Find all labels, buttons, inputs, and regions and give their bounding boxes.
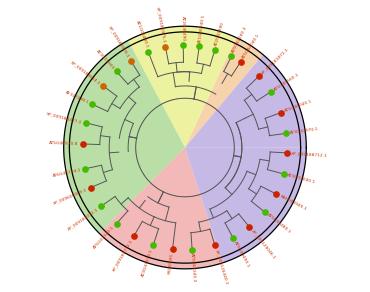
Text: XP_009181871.1: XP_009181871.1	[260, 47, 289, 75]
Text: AT5G45560.1: AT5G45560.1	[273, 72, 300, 91]
Text: XP_009184427.1: XP_009184427.1	[46, 111, 83, 124]
Text: AT5G46530.8: AT5G46530.8	[49, 141, 79, 146]
Wedge shape	[99, 147, 222, 269]
Text: AT5G02340.1: AT5G02340.1	[93, 225, 115, 250]
Wedge shape	[64, 40, 185, 233]
Text: AT3G15900: AT3G15900	[95, 48, 115, 70]
Wedge shape	[128, 26, 236, 147]
Text: AT3G43970.1: AT3G43970.1	[290, 127, 319, 135]
Text: AT2G46490: AT2G46490	[181, 16, 185, 41]
Text: XP_009180975.1: XP_009180975.1	[156, 7, 167, 44]
Wedge shape	[185, 38, 263, 147]
Text: AT5G62240.3: AT5G62240.3	[231, 26, 248, 54]
Text: AF327298.1: AF327298.1	[64, 90, 90, 105]
Text: XP_009188712.1: XP_009188712.1	[291, 151, 328, 157]
Text: XP_009180072.1: XP_009180072.1	[67, 207, 99, 231]
Text: KAH003949.1: KAH003949.1	[279, 194, 307, 211]
Text: XP_009183614.1: XP_009183614.1	[70, 60, 101, 85]
Text: XP_009129046.1: XP_009129046.1	[250, 229, 276, 260]
Text: XP_009126440.1: XP_009126440.1	[214, 248, 229, 285]
Text: AT5G64040.1: AT5G64040.1	[241, 33, 260, 60]
Text: AT5G59480.1: AT5G59480.1	[266, 213, 292, 234]
Text: XP_009188712.1: XP_009188712.1	[112, 239, 134, 272]
Text: XP_009606009.1: XP_009606009.1	[53, 187, 88, 205]
Text: AT1G06940.1: AT1G06940.1	[198, 13, 206, 43]
Wedge shape	[185, 147, 306, 263]
Text: AT6G45794.1: AT6G45794.1	[52, 168, 81, 178]
Text: AT3G43970.1: AT3G43970.1	[141, 248, 154, 277]
Text: AT5G62240.3: AT5G62240.3	[191, 253, 196, 283]
Text: AT2G43890: AT2G43890	[214, 21, 225, 47]
Text: AT5G46040.1: AT5G46040.1	[284, 99, 313, 113]
Text: AT1G06490.1: AT1G06490.1	[135, 20, 149, 49]
Text: AT3G02040.1: AT3G02040.1	[287, 173, 316, 185]
Text: XP_009189909.1: XP_009189909.1	[108, 25, 131, 59]
Wedge shape	[185, 55, 306, 147]
Text: RID20091: RID20091	[168, 253, 174, 274]
Text: AT5G09490.1: AT5G09490.1	[233, 240, 250, 268]
